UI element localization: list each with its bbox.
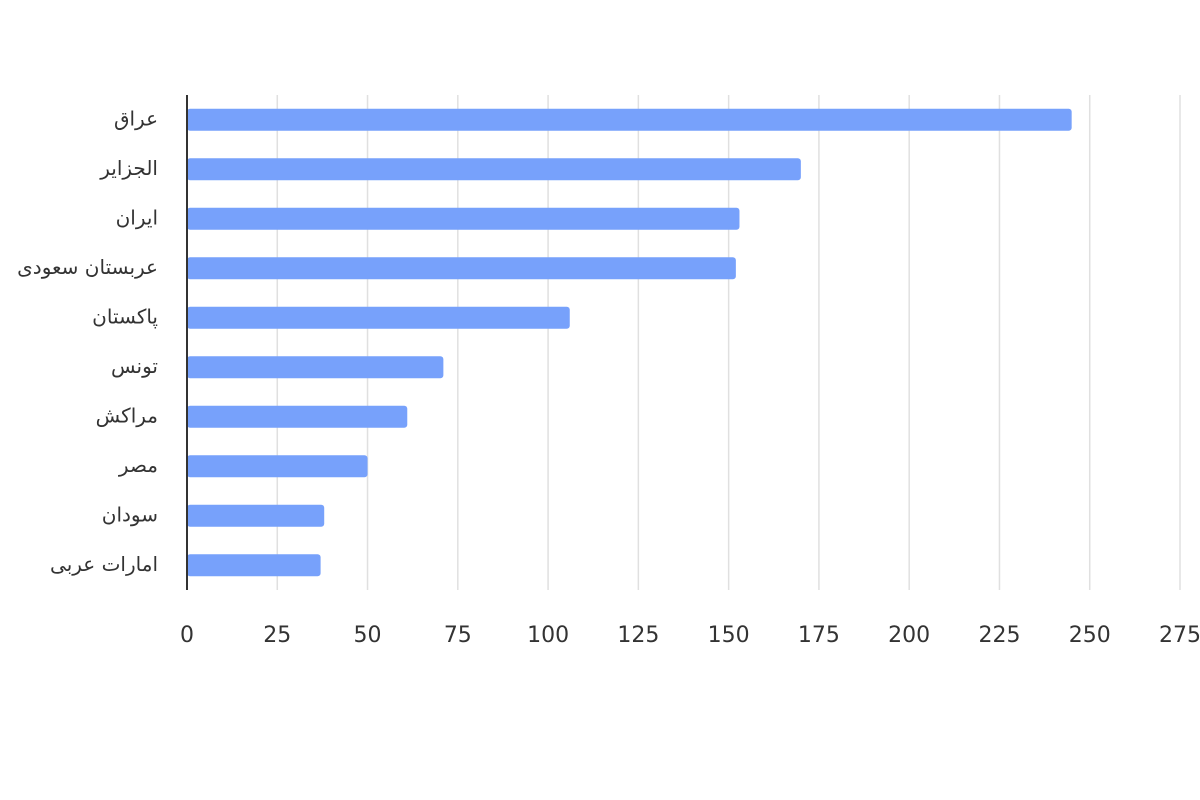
bar — [187, 504, 325, 527]
bar — [187, 158, 801, 181]
bar — [187, 108, 1072, 131]
bar — [187, 356, 444, 379]
x-tick-label: 200 — [888, 623, 930, 648]
y-tick-label: سودان — [102, 502, 158, 526]
bar — [187, 257, 736, 280]
x-tick-label: 150 — [708, 623, 750, 648]
bar — [187, 455, 368, 478]
y-tick-label: عربستان سعودی — [17, 255, 158, 279]
y-tick-label: مصر — [118, 453, 158, 477]
bar — [187, 207, 740, 230]
x-tick-label: 50 — [354, 623, 382, 648]
x-tick-label: 225 — [978, 623, 1020, 648]
x-tick-label: 75 — [444, 623, 472, 648]
bar — [187, 306, 570, 329]
x-tick-label: 275 — [1159, 623, 1200, 648]
x-tick-label: 100 — [527, 623, 569, 648]
x-tick-label: 250 — [1069, 623, 1111, 648]
y-tick-label: تونس — [111, 354, 158, 378]
y-tick-label: عراق — [114, 106, 158, 130]
y-tick-label: پاکستان — [92, 304, 158, 329]
x-tick-label: 175 — [798, 623, 840, 648]
y-tick-label: الجزایر — [99, 156, 158, 180]
y-tick-label: ایران — [116, 205, 158, 229]
x-tick-label: 0 — [180, 623, 194, 648]
x-tick-label: 125 — [617, 623, 659, 648]
bar — [187, 554, 321, 577]
bar — [187, 405, 408, 428]
y-tick-label: مراکش — [96, 403, 158, 427]
y-tick-label: امارات عربی — [50, 552, 158, 576]
x-tick-label: 25 — [263, 623, 291, 648]
